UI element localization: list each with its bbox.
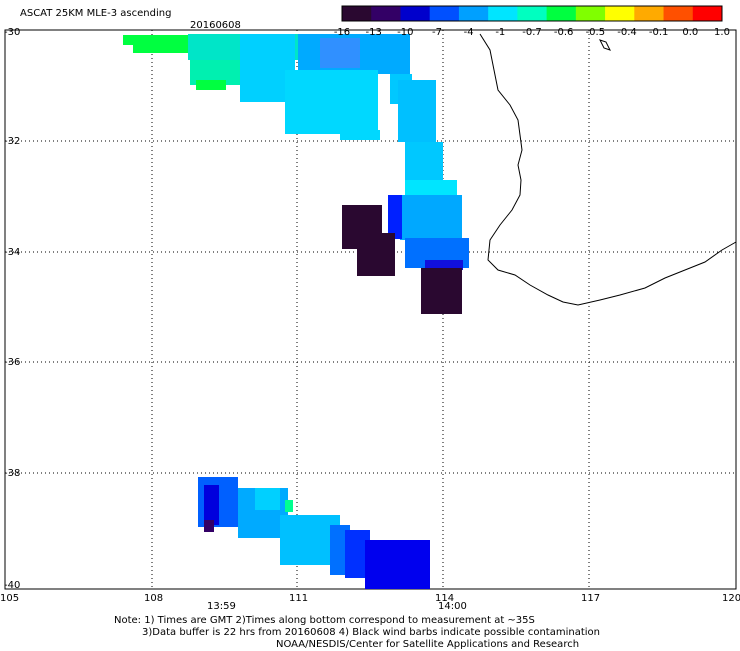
colorbar-swatch bbox=[429, 6, 460, 21]
time-label-right: 14:00 bbox=[438, 601, 467, 612]
y-tick-label: -32 bbox=[4, 136, 20, 147]
colorbar-label: -10 bbox=[397, 27, 413, 38]
colorbar-label: -16 bbox=[334, 27, 350, 38]
note-line-3: NOAA/NESDIS/Center for Satellite Applica… bbox=[276, 639, 580, 650]
y-tick-label: -36 bbox=[4, 357, 20, 368]
colorbar-swatch bbox=[692, 6, 723, 21]
colorbar bbox=[341, 5, 723, 22]
y-tick-label: -38 bbox=[4, 468, 20, 479]
north-swath bbox=[123, 34, 469, 314]
colorbar-label: 1.0 bbox=[714, 27, 730, 38]
y-tick-label: -40 bbox=[4, 580, 20, 591]
colorbar-swatch bbox=[458, 6, 489, 21]
colorbar-label: 0.0 bbox=[682, 27, 698, 38]
note-line-1: Note: 1) Times are GMT 2)Times along bot… bbox=[114, 615, 535, 626]
x-tick-label: 114 bbox=[435, 593, 454, 604]
colorbar-label: -1 bbox=[495, 27, 505, 38]
y-tick-label: -34 bbox=[4, 247, 20, 258]
colorbar-swatch bbox=[605, 6, 635, 21]
colorbar-label: -7 bbox=[432, 27, 442, 38]
colorbar-swatch bbox=[634, 6, 665, 21]
colorbar-swatch bbox=[546, 6, 577, 21]
colorbar-frame bbox=[341, 5, 723, 22]
colorbar-label: -0.5 bbox=[586, 27, 606, 38]
colorbar-swatch bbox=[517, 6, 548, 21]
colorbar-swatch bbox=[371, 6, 401, 21]
y-tick-label: -30 bbox=[4, 27, 20, 38]
chart-title: ASCAT 25KM MLE-3 ascending bbox=[20, 8, 171, 19]
colorbar-swatch bbox=[400, 6, 431, 21]
x-axis-labels: 105 108 111 114 117 120 bbox=[0, 593, 740, 604]
colorbar-swatch bbox=[342, 6, 372, 21]
date-label: 20160608 bbox=[190, 20, 241, 31]
colorbar-label: -0.4 bbox=[617, 27, 637, 38]
colorbar-label: -0.1 bbox=[649, 27, 669, 38]
colorbar-label: -0.7 bbox=[522, 27, 542, 38]
colorbar-swatch bbox=[663, 6, 694, 21]
colorbar-labels: -16 -13 -10 -7 -4 -1 -0.7 -0.6 -0.5 -0.4 -0.1 0.0 1.… bbox=[334, 27, 730, 38]
colorbar-label: -13 bbox=[365, 27, 381, 38]
x-tick-label: 117 bbox=[581, 593, 600, 604]
y-axis-labels: -30 -32 -34 -36 -38 -40 bbox=[4, 27, 20, 591]
x-tick-label: 120 bbox=[722, 593, 740, 604]
coastline bbox=[479, 33, 737, 306]
colorbar-swatch bbox=[488, 6, 518, 21]
x-tick-label: 105 bbox=[0, 593, 19, 604]
note-line-2: 3)Data buffer is 22 hrs from 20160608 4)… bbox=[142, 627, 600, 638]
time-label-left: 13:59 bbox=[207, 601, 236, 612]
colorbar-label: -4 bbox=[464, 27, 474, 38]
south-swath bbox=[198, 477, 430, 589]
x-tick-label: 111 bbox=[289, 593, 308, 604]
island-coastline bbox=[599, 39, 611, 51]
x-tick-label: 108 bbox=[144, 593, 163, 604]
colorbar-label: -0.6 bbox=[554, 27, 574, 38]
colorbar-swatch bbox=[575, 6, 606, 21]
